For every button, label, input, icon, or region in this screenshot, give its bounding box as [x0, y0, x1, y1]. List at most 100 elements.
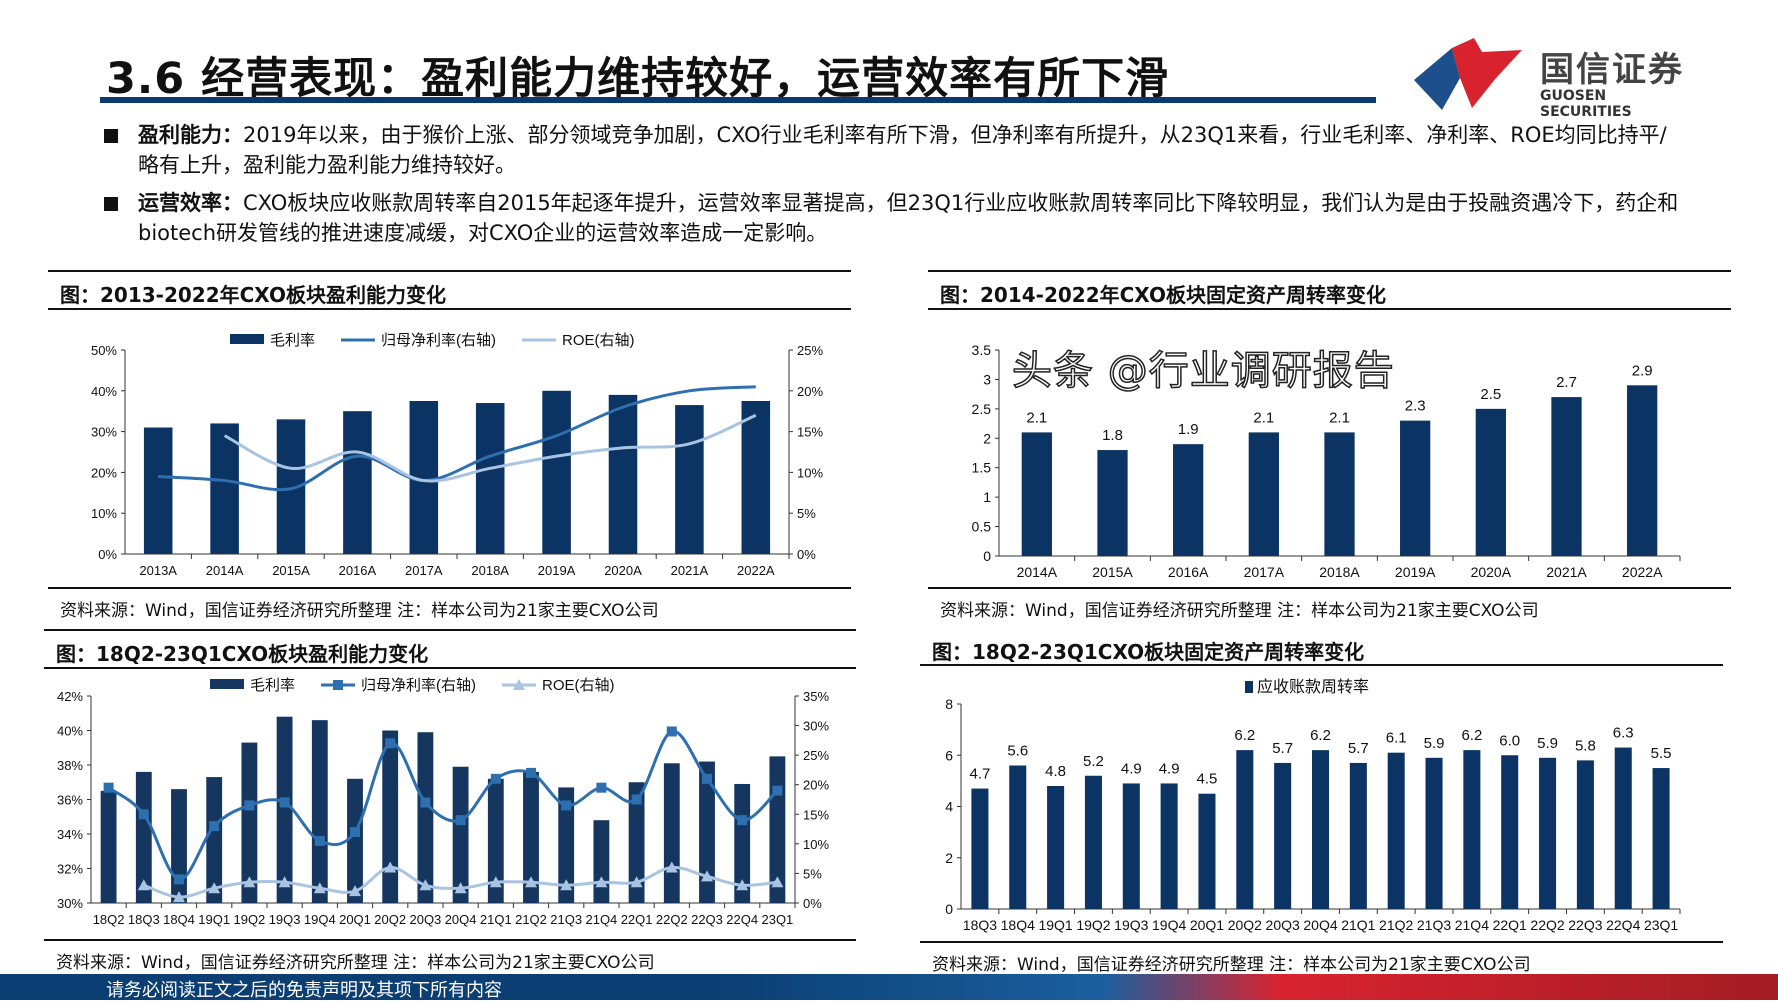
y-tick-label: 20% [91, 465, 117, 480]
x-tick-label: 2016A [1168, 564, 1209, 580]
y-tick-label: 0 [983, 548, 991, 564]
y-tick-label: 1.5 [972, 460, 992, 476]
x-tick-label: 21Q1 [1341, 917, 1375, 933]
legend-label: ROE(右轴) [542, 677, 615, 694]
bar [311, 720, 328, 903]
bar [1311, 750, 1330, 909]
line-point [560, 879, 573, 891]
x-tick-label: 18Q4 [1001, 917, 1035, 933]
x-tick-label: 20Q1 [1190, 917, 1224, 933]
x-tick-label: 2019A [538, 563, 576, 578]
x-tick-label: 23Q1 [761, 912, 793, 927]
bar [1097, 450, 1128, 556]
bar [100, 790, 117, 903]
chart-3: 30% 32% 34% 36% 38% 40% 42% 0% 5% 10% 15% 20% 25% 30%… [57, 677, 829, 927]
panel-title: 图：18Q2-23Q1CXO板块固定资产周转率变化 [932, 640, 1365, 664]
line-point [525, 876, 537, 888]
line-point [209, 821, 220, 832]
line-point [174, 874, 184, 885]
data-label: 1.9 [1178, 421, 1199, 438]
panel-rule [928, 308, 1731, 310]
data-label: 5.9 [1537, 735, 1558, 752]
x-tick-label: 22Q1 [621, 912, 653, 927]
y-tick-label: 0.5 [972, 519, 992, 535]
x-tick-label: 19Q2 [1076, 917, 1110, 933]
x-tick-label: 21Q3 [1417, 917, 1451, 933]
legend-label: 归母净利率(右轴) [381, 332, 496, 349]
x-tick-label: 2015A [272, 563, 310, 578]
line-point [138, 809, 149, 820]
bullet-heading: 运营效率： [138, 191, 243, 215]
bar [171, 789, 187, 903]
legend-label: 毛利率 [270, 332, 315, 349]
bar [741, 401, 771, 554]
line-point [702, 773, 712, 784]
line-point [173, 891, 185, 903]
legend-swatch [230, 334, 264, 344]
x-tick-label: 2017A [1244, 564, 1285, 580]
data-label: 2.1 [1253, 409, 1274, 426]
line-point [489, 876, 502, 888]
bar [1400, 420, 1431, 556]
bar [206, 777, 223, 903]
data-label: 6.1 [1386, 730, 1407, 747]
y-tick-label: 4 [945, 799, 953, 815]
y-tick-label-right: 0% [803, 896, 822, 911]
y-tick-label: 0 [945, 901, 953, 917]
chart-source: 资料来源：Wind，国信证券经济研究所整理 注：样本公司为21家主要CXO公司 [56, 953, 655, 973]
x-tick-label: 18Q4 [163, 912, 195, 927]
line-point [737, 815, 748, 826]
x-tick-label: 22Q2 [1530, 917, 1564, 933]
bar [417, 732, 434, 903]
x-tick-label: 2018A [471, 563, 509, 578]
x-tick-label: 19Q4 [304, 912, 336, 927]
x-tick-label: 22Q2 [656, 912, 688, 927]
y-tick-label: 3 [983, 371, 991, 387]
bar [628, 782, 645, 903]
data-label: 2.5 [1480, 386, 1501, 403]
title-underline [100, 97, 1376, 103]
x-tick-label: 21Q2 [1379, 917, 1413, 933]
data-label: 5.7 [1348, 740, 1369, 757]
y-tick-label-right: 35% [803, 689, 829, 704]
bar [1324, 432, 1355, 556]
x-tick-label: 20Q4 [1303, 917, 1337, 933]
x-tick-label: 19Q4 [1152, 917, 1186, 933]
y-tick-label-right: 10% [797, 465, 823, 480]
data-label: 4.5 [1197, 771, 1218, 788]
y-tick-label-right: 15% [797, 425, 823, 440]
line-point [313, 882, 326, 894]
y-tick-label: 40% [57, 724, 83, 739]
x-tick-label: 2013A [139, 563, 177, 578]
panel-rule [920, 664, 1723, 666]
footer-bar: 请务必阅读正文之后的免责声明及其项下所有内容 [0, 974, 1778, 1001]
y-tick-label: 32% [57, 862, 83, 877]
y-tick-label-right: 25% [803, 748, 829, 763]
line-point [631, 794, 642, 805]
bar [1576, 760, 1594, 909]
data-label: 6.2 [1234, 727, 1255, 744]
bar [1236, 750, 1254, 909]
bullet-profitability: 盈利能力：2019年以来，由于猴价上涨、部分领域竞争加剧，CXO行业毛利率有所下… [104, 120, 1684, 180]
x-tick-label: 22Q4 [726, 912, 758, 927]
x-tick-label: 22Q4 [1606, 917, 1640, 933]
panel-rule [44, 667, 856, 669]
y-tick-label-right: 10% [803, 837, 829, 852]
x-tick-label: 20Q4 [445, 912, 477, 927]
bullet-efficiency: 运营效率：CXO板块应收账款周转率自2015年起逐年提升，运营效率显著提高，但2… [104, 188, 1684, 248]
line-point [350, 827, 360, 838]
panel-title: 图：2014-2022年CXO板块固定资产周转率变化 [940, 283, 1387, 307]
bar [675, 405, 704, 554]
x-tick-label: 20Q3 [409, 912, 441, 927]
y-tick-label-right: 15% [803, 807, 829, 822]
y-tick-label: 30% [57, 896, 83, 911]
bar [1463, 750, 1481, 909]
line-point [771, 876, 784, 888]
legend-marker [333, 680, 344, 690]
bar [1501, 755, 1519, 909]
panel-title: 图：2013-2022年CXO板块盈利能力变化 [60, 283, 447, 307]
line-point [630, 876, 643, 888]
bar [558, 787, 575, 903]
x-tick-label: 2019A [1395, 564, 1436, 580]
